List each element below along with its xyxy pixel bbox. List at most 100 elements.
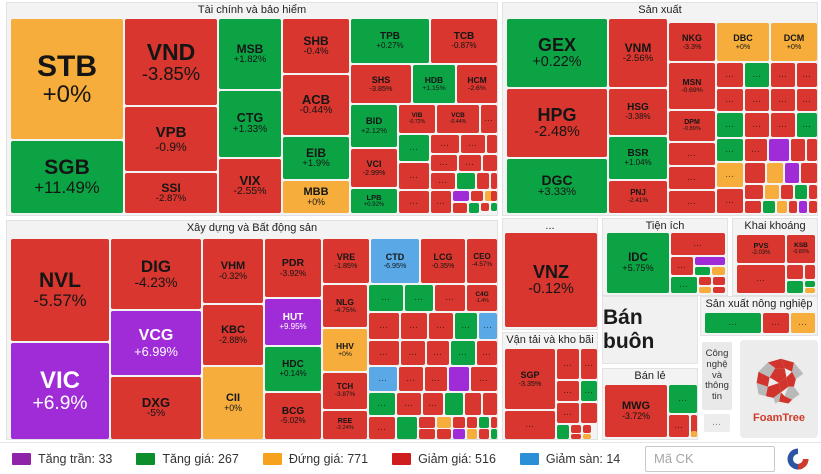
tile-small[interactable]: ... — [431, 173, 455, 189]
tile-small[interactable]: ... — [737, 265, 785, 293]
tile-small[interactable]: ... — [717, 163, 743, 187]
tile-small[interactable] — [789, 201, 797, 213]
tile-TCB[interactable]: TCB -0.87% — [431, 19, 497, 63]
tile-small[interactable] — [481, 203, 489, 211]
tile-IDC[interactable]: IDC +5.75% — [607, 233, 669, 293]
tile-small[interactable]: ... — [581, 381, 597, 401]
tile-BID[interactable]: BID +2.12% — [351, 105, 397, 147]
tile-small[interactable] — [445, 393, 463, 415]
ticker-search-input[interactable] — [645, 445, 775, 472]
tile-DIG[interactable]: DIG -4.23% — [111, 239, 201, 309]
tile-SSI[interactable]: SSI -2.87% — [125, 173, 217, 213]
tile-small[interactable]: ... — [459, 155, 481, 171]
tile-small[interactable] — [467, 417, 477, 428]
tile-small[interactable]: ... — [717, 139, 743, 161]
tile-small[interactable] — [712, 267, 725, 275]
tile-CTG[interactable]: CTG +1.33% — [219, 91, 281, 157]
tile-small[interactable]: ... — [669, 143, 715, 165]
section-title-san-xuat-nong-nghiep[interactable]: Sản xuất nông nghiệp — [705, 298, 813, 310]
tile-small[interactable] — [437, 429, 451, 439]
tile-small[interactable]: ... — [369, 285, 403, 311]
tile-CEO[interactable]: CEO -4.57% — [467, 239, 497, 283]
tile-REE[interactable]: REE -2.24% — [323, 411, 367, 439]
tile-VCB[interactable]: VCB -0.44% — [437, 105, 479, 133]
tile-small[interactable]: ... — [797, 63, 817, 87]
tile-small[interactable]: ... — [431, 155, 457, 171]
tile-small[interactable] — [695, 257, 725, 265]
tile-small[interactable] — [809, 201, 817, 213]
tile-small[interactable]: ... — [405, 285, 433, 311]
tile-PNJ[interactable]: PNJ -2.41% — [609, 181, 667, 213]
tile-small[interactable] — [745, 163, 765, 183]
tile-small[interactable] — [691, 431, 697, 437]
tile-small[interactable]: ... — [461, 135, 485, 153]
tile-small[interactable] — [713, 277, 725, 285]
tile-small[interactable] — [491, 191, 497, 201]
tile-small[interactable]: ... — [481, 105, 497, 133]
tile-small[interactable] — [491, 203, 497, 211]
tile-DBC[interactable]: DBC +0% — [717, 23, 769, 61]
tile-C4G[interactable]: C4G -1.4% — [467, 285, 497, 311]
tile-small[interactable] — [807, 139, 817, 161]
tile-small[interactable] — [453, 429, 465, 439]
tile-small[interactable]: ... — [669, 415, 689, 437]
tile-small[interactable]: ... — [401, 341, 425, 365]
tile-small[interactable]: ... — [471, 367, 497, 391]
tile-small[interactable]: ... — [369, 313, 399, 339]
tile-SGB[interactable]: SGB +11.49% — [11, 141, 123, 213]
tile-small[interactable]: ... — [369, 341, 399, 365]
tile-small[interactable]: ... — [705, 313, 761, 333]
tile-VNZ[interactable]: VNZ -0.12% — [505, 233, 597, 327]
section-title-van-tai-va-kho-bai[interactable]: Vận tải và kho bãi — [506, 334, 594, 346]
tile-small[interactable] — [397, 417, 417, 439]
tile-small[interactable]: ... — [429, 313, 453, 339]
tile-small[interactable] — [695, 267, 710, 275]
tile-HCM[interactable]: HCM -2.6% — [457, 65, 497, 103]
tile-VCI[interactable]: VCI -2.99% — [351, 149, 397, 187]
tile-small[interactable]: ... — [671, 233, 725, 255]
tile-HPG[interactable]: HPG -2.48% — [507, 89, 607, 157]
section-title-ban-le[interactable]: Bán lẻ — [634, 370, 666, 382]
tile-small[interactable] — [805, 288, 815, 293]
tile-EIB[interactable]: EIB +1.9% — [283, 137, 349, 179]
tile-small[interactable] — [767, 163, 783, 183]
tile-small[interactable]: ... — [425, 367, 447, 391]
tile-KBC[interactable]: KBC -2.88% — [203, 305, 263, 365]
tile-small[interactable]: ... — [399, 135, 429, 161]
tile-VIX[interactable]: VIX -2.55% — [219, 159, 281, 213]
tile-HDC[interactable]: HDC +0.14% — [265, 347, 321, 391]
tile-small[interactable] — [453, 203, 467, 213]
tile-HHV[interactable]: HHV +0% — [323, 329, 367, 371]
tile-small[interactable]: ... — [557, 381, 579, 401]
tile-small[interactable]: ... — [401, 313, 427, 339]
tile-VIC[interactable]: VIC +6.9% — [11, 343, 109, 439]
tile-small[interactable]: ... — [669, 191, 715, 213]
tile-small[interactable]: ... — [557, 349, 579, 379]
tile-SGP[interactable]: SGP -3.35% — [505, 349, 555, 409]
tile-small[interactable] — [769, 139, 789, 161]
section-title-san-xuat[interactable]: Sản xuất — [638, 4, 682, 16]
tile-small[interactable] — [699, 287, 711, 293]
tile-small[interactable]: ... — [451, 341, 475, 365]
tile-VRE[interactable]: VRE -1.85% — [323, 239, 369, 283]
tile-HUT[interactable]: HUT +9.95% — [265, 299, 321, 345]
tile-small[interactable]: ... — [669, 385, 697, 413]
section-title-xay-dung-va-bat-dong-san[interactable]: Xây dựng và Bất động sản — [186, 222, 318, 234]
tile-DGC[interactable]: DGC +3.33% — [507, 159, 607, 213]
tile-small[interactable] — [571, 434, 581, 439]
tile-small[interactable] — [483, 393, 497, 415]
tile-small[interactable] — [781, 185, 793, 199]
tile-small[interactable]: ... — [399, 367, 423, 391]
tile-small[interactable] — [777, 201, 787, 213]
tile-MWG[interactable]: MWG -3.72% — [605, 385, 667, 437]
tile-small[interactable]: ... — [745, 113, 769, 137]
tile-GEX[interactable]: GEX +0.22% — [507, 19, 607, 87]
tile-BCG[interactable]: BCG -5.02% — [265, 393, 321, 439]
tile-small[interactable]: ... — [669, 167, 715, 189]
tile-ACB[interactable]: ACB -0.44% — [283, 75, 349, 135]
tile-LPB[interactable]: LPB +0.92% — [351, 189, 397, 213]
tile-small[interactable] — [795, 185, 807, 199]
tile-TPB[interactable]: TPB +0.27% — [351, 19, 429, 63]
tile-small[interactable] — [763, 201, 775, 213]
tile-small[interactable]: ... — [369, 393, 395, 415]
